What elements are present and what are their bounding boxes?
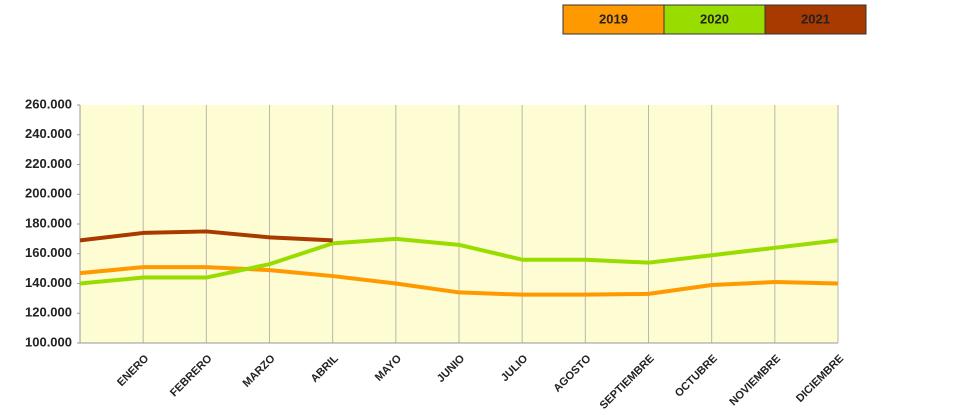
x-tick-label: SEPTIEMBRE: [598, 353, 657, 412]
x-tick-label: NOVIEMBRE: [727, 353, 783, 409]
x-tick-label: OCTUBRE: [673, 353, 720, 400]
legend-label: 2019: [599, 11, 628, 26]
x-tick-label: MARZO: [241, 352, 278, 389]
y-tick-label: 220.000: [25, 156, 72, 171]
y-tick-label: 120.000: [25, 305, 72, 320]
x-tick-label: JUNIO: [435, 352, 468, 385]
x-tick-label: ENERO: [115, 352, 151, 388]
legend-label: 2020: [700, 11, 729, 26]
legend-swatch: [764, 4, 867, 35]
line-series: [79, 229, 333, 243]
y-tick-label: 200.000: [25, 186, 72, 201]
x-tick-label: MAYO: [373, 352, 404, 383]
y-tick-label: 260.000: [25, 96, 72, 111]
x-tick-label: AGOSTO: [551, 352, 593, 394]
x-tick-label: ABRIL: [309, 352, 341, 384]
legend-label: 2021: [801, 11, 830, 26]
x-tick-label: FEBRERO: [168, 352, 215, 399]
y-tick-label: 100.000: [25, 334, 72, 349]
line-series: [79, 265, 839, 297]
y-tick-label: 160.000: [25, 245, 72, 260]
y-tick-label: 140.000: [25, 275, 72, 290]
x-tick-label: DICIEMBRE: [794, 353, 846, 405]
x-tick-label: JULIO: [499, 352, 531, 384]
y-tick-label: 180.000: [25, 215, 72, 230]
line-series: [79, 236, 839, 286]
y-tick-label: 240.000: [25, 126, 72, 141]
